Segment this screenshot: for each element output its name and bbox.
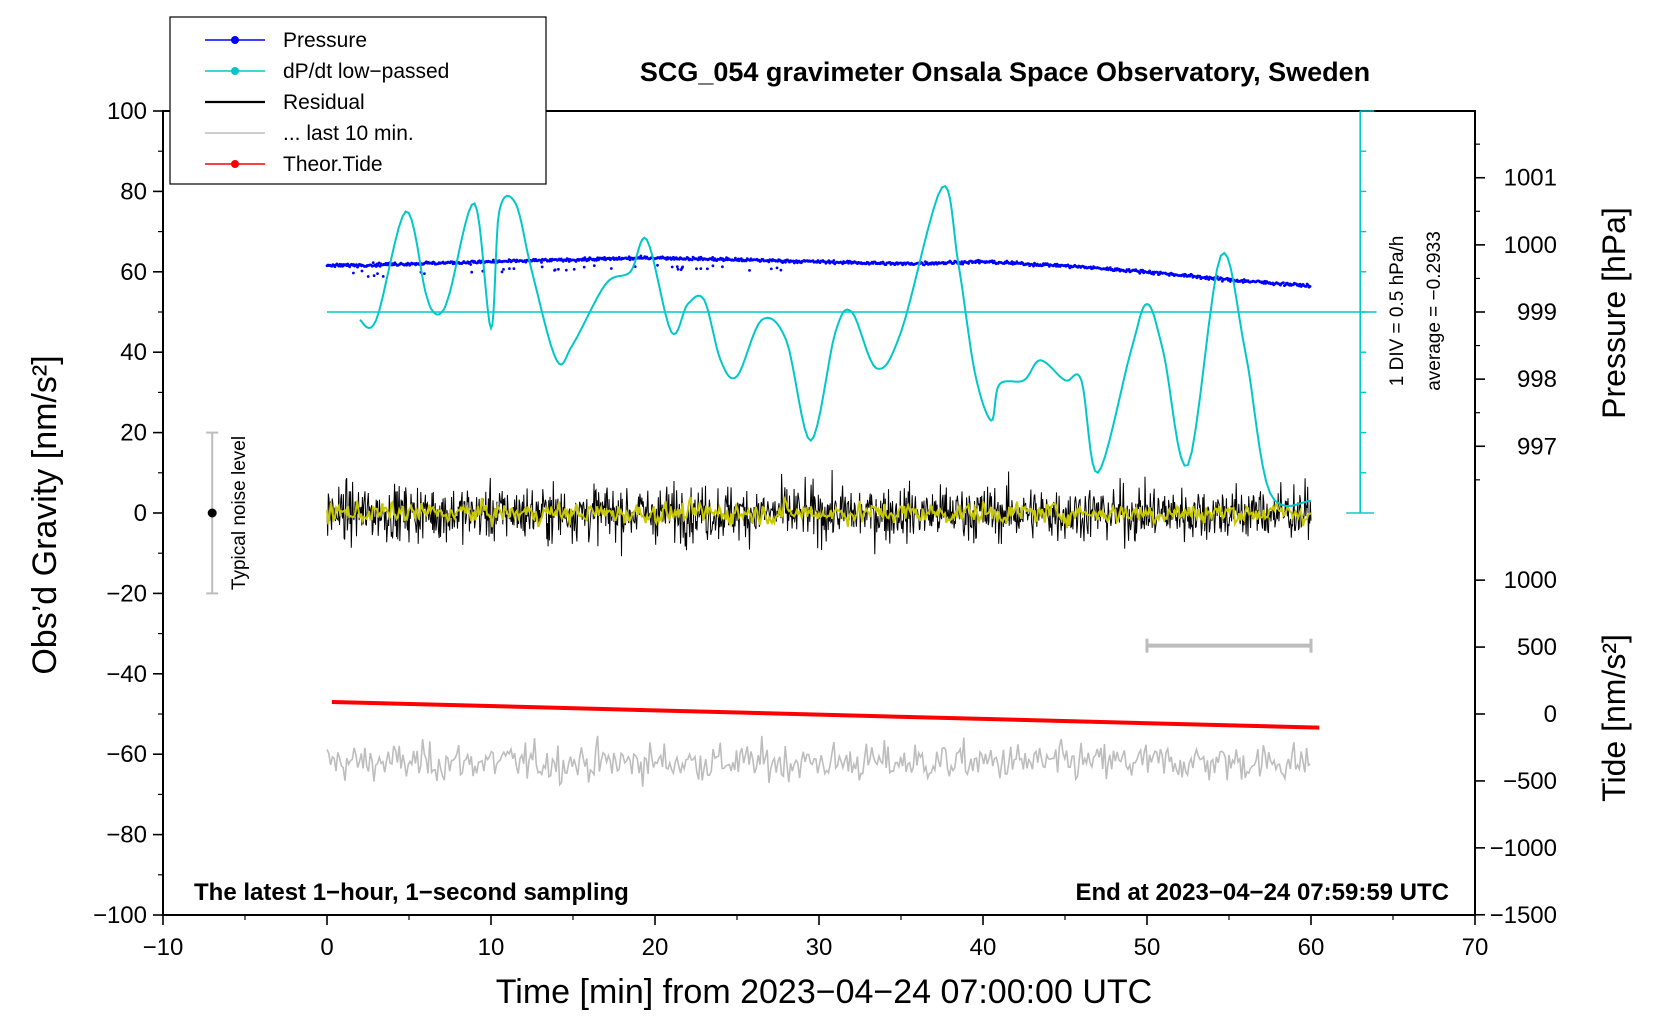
note-sampling: The latest 1−hour, 1−second sampling [194,879,629,906]
y-tick-label: 0 [134,500,147,527]
tide-tick-label: −1000 [1490,835,1557,862]
legend-items: Pressure dP/dt low−passed Residual ... last… [205,29,449,176]
dpdt-scale-label: 1 DIV = 0.5 hPa/h [1387,236,1408,387]
legend: Pressure dP/dt low−passed Residual ... last… [169,16,547,185]
series-pressure [325,254,1312,289]
series-residual-lowpassed [326,495,1312,529]
y-tick-label: 80 [120,178,147,205]
tide-tick-label: 1000 [1504,567,1557,594]
pressure-tick-label: 998 [1517,366,1557,393]
pressure-tick-label: 1000 [1504,232,1557,259]
legend-item: Pressure [205,29,367,52]
x-tick-label: 70 [1462,934,1489,961]
y-tick-label: −40 [106,661,147,688]
tide-tick-label: 0 [1544,701,1557,728]
x-tick-label: 50 [1134,934,1161,961]
y-tick-label: 40 [120,339,147,366]
x-tick-label: 0 [320,934,333,961]
legend-swatch-marker [231,160,239,168]
legend-item: ... last 10 min. [205,122,414,145]
y-tick-label: 60 [120,259,147,286]
x-tick-label: 10 [478,934,505,961]
legend-swatch-marker [231,67,239,75]
legend-label: ... last 10 min. [283,122,414,145]
pressure-tick-label: 1001 [1504,165,1557,192]
legend-item: Residual [205,91,365,114]
series-residual [326,469,1312,557]
series-layer [325,184,1320,787]
legend-label: Theor.Tide [283,153,383,176]
pressure-axis-label: Pressure [hPa] [1596,207,1632,419]
legend-item: Theor.Tide [205,153,383,176]
x-tick-label: 30 [806,934,833,961]
y-tick-label: 20 [120,420,147,447]
legend-swatch-marker [231,36,239,44]
pressure-tick-label: 997 [1517,433,1557,460]
noise-level-label: Typical noise level [229,436,250,590]
legend-box [169,16,547,185]
tide-tick-label: −500 [1503,768,1557,795]
legend-item: dP/dt low−passed [205,60,449,83]
legend-label: Pressure [283,29,367,52]
x-tick-label: 60 [1298,934,1325,961]
chart-title: SCG_054 gravimeter Onsala Space Observat… [640,57,1370,87]
axes-ticks: −10 0 10 20 30 40 50 60 70100806040200−20−40−60−… [93,98,1557,961]
noise-bar-center [207,508,217,518]
y-tick-label: −20 [106,580,147,607]
dpdt-average-label: average = −0.2933 [1424,231,1445,391]
series-last-10-min [326,735,1311,787]
y-axis-label: Obs’d Gravity [nm/s²] [26,355,64,674]
pressure-tick-label: 999 [1517,299,1557,326]
tide-tick-label: 500 [1517,634,1557,661]
tide-tick-label: −1500 [1490,902,1557,929]
series-dpdt [359,184,1312,508]
y-tick-label: −60 [106,741,147,768]
note-end-time: End at 2023−04−24 07:59:59 UTC [1075,879,1449,906]
y-tick-label: −100 [93,902,147,929]
x-tick-label: −10 [143,934,184,961]
x-axis-label: Time [min] from 2023−04−24 07:00:00 UTC [496,973,1152,1011]
x-tick-label: 40 [970,934,997,961]
y-tick-label: 100 [107,98,147,125]
x-tick-label: 20 [642,934,669,961]
series-theor-tide [331,699,1320,730]
y-tick-label: −80 [106,822,147,849]
legend-label: dP/dt low−passed [283,60,449,83]
tide-axis-label: Tide [nm/s²] [1596,634,1632,802]
legend-label: Residual [283,91,365,114]
